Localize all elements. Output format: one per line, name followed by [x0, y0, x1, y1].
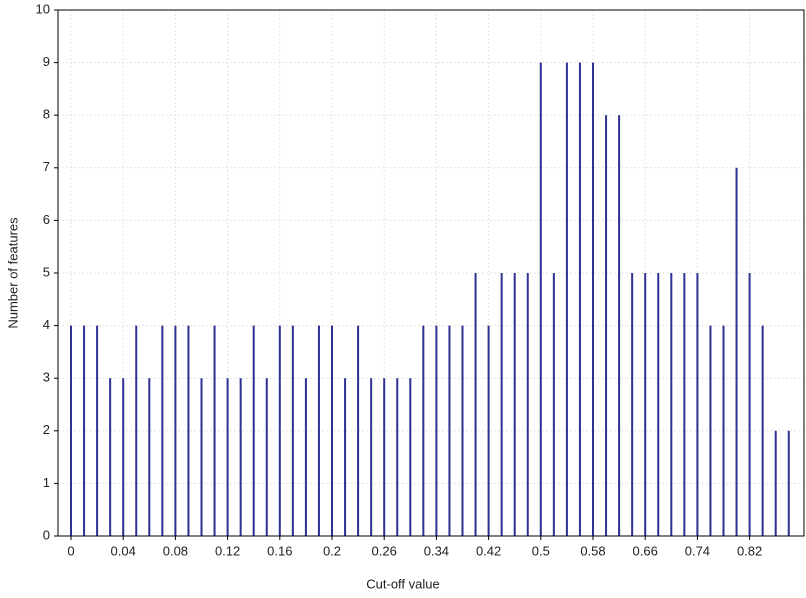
y-tick-label: 6: [43, 212, 50, 227]
bar: [396, 378, 399, 536]
bar: [422, 325, 425, 536]
y-tick-label: 3: [43, 370, 50, 385]
bar: [122, 378, 125, 536]
x-tick-label: 0.2: [323, 543, 341, 558]
y-tick-label: 1: [43, 475, 50, 490]
bar: [448, 325, 451, 536]
bar: [265, 378, 268, 536]
bar: [592, 62, 594, 536]
bar: [513, 273, 516, 536]
bar: [605, 115, 608, 536]
bar: [722, 325, 725, 536]
x-tick-label: 0.74: [685, 543, 710, 558]
bar: [331, 325, 333, 536]
x-tick-label: 0.08: [163, 543, 188, 558]
y-tick-label: 0: [43, 527, 50, 542]
bar: [383, 378, 386, 536]
bar: [148, 378, 151, 536]
bar: [787, 430, 790, 536]
bar: [409, 378, 412, 536]
bar: [644, 273, 647, 536]
bar: [226, 378, 229, 536]
y-tick-label: 8: [43, 107, 50, 122]
x-tick-label: 0.12: [215, 543, 240, 558]
y-tick-label: 10: [36, 1, 50, 16]
bar: [70, 325, 72, 536]
bar: [748, 273, 751, 536]
bar: [174, 325, 177, 536]
x-tick-label: 0.26: [372, 543, 397, 558]
bar: [474, 273, 477, 536]
bar: [618, 115, 621, 536]
bar: [774, 430, 777, 536]
x-tick-label: 0.5: [532, 543, 550, 558]
bar: [161, 325, 164, 536]
x-tick-label: 0: [67, 543, 74, 558]
bar: [696, 273, 699, 536]
bar: [565, 62, 568, 536]
bar: [578, 62, 581, 536]
bar: [109, 378, 112, 536]
x-tick-label: 0.42: [476, 543, 501, 558]
x-tick-label: 0.66: [633, 543, 658, 558]
bar: [252, 325, 255, 536]
x-tick-label: 0.34: [424, 543, 449, 558]
y-tick-label: 9: [43, 54, 50, 69]
bar: [213, 325, 216, 536]
y-tick-label: 5: [43, 264, 50, 279]
bar: [200, 378, 203, 536]
y-tick-label: 7: [43, 159, 50, 174]
plot-frame: [57, 9, 805, 537]
x-tick-label: 0.16: [267, 543, 292, 558]
bar: [239, 378, 242, 536]
x-axis-title: Cut-off value: [366, 576, 439, 591]
bar: [187, 325, 190, 536]
x-tick-label: 0.04: [111, 543, 136, 558]
bar: [83, 325, 86, 536]
bar: [500, 273, 503, 536]
bar: [526, 273, 529, 536]
bar: [435, 325, 438, 536]
y-tick-label: 4: [43, 317, 50, 332]
bar: [344, 378, 347, 536]
bar: [291, 325, 294, 536]
y-axis-title: Number of features: [5, 217, 20, 329]
bar: [304, 378, 307, 536]
bar: [631, 273, 634, 536]
x-tick-label: 0.58: [580, 543, 605, 558]
bar: [487, 325, 490, 536]
bar: [370, 378, 373, 536]
bar: [683, 273, 686, 536]
bar: [278, 325, 281, 536]
y-tick-label: 2: [43, 422, 50, 437]
bar: [761, 325, 764, 536]
bar: [552, 273, 555, 536]
bar: [357, 325, 360, 536]
x-tick-label: 0.82: [737, 543, 762, 558]
bar: [709, 325, 712, 536]
bar: [317, 325, 320, 536]
bar: [735, 167, 738, 537]
bar: [461, 325, 464, 536]
bar: [135, 325, 138, 536]
bar: [670, 273, 673, 536]
bar: [96, 325, 99, 536]
bar: [539, 62, 542, 536]
bar: [657, 273, 660, 536]
